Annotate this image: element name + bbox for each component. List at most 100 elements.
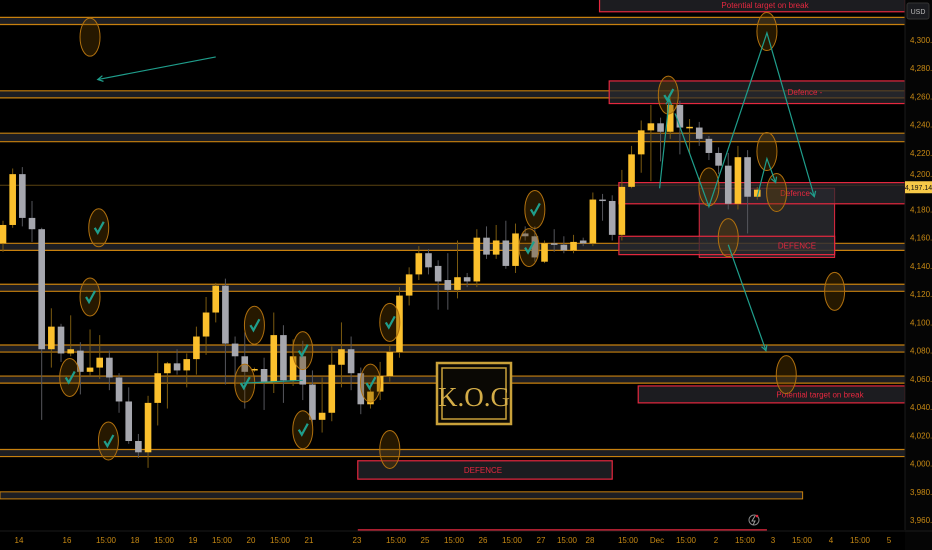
candle[interactable]	[492, 224, 500, 259]
candle[interactable]	[637, 120, 645, 173]
candle[interactable]	[570, 234, 577, 254]
candle[interactable]	[9, 168, 16, 228]
candle[interactable]	[753, 186, 761, 200]
candle[interactable]	[666, 96, 674, 139]
candle[interactable]	[405, 267, 413, 306]
candle[interactable]	[724, 152, 732, 210]
target-marker[interactable]	[775, 355, 797, 395]
checkmark-marker[interactable]	[524, 189, 546, 229]
candle[interactable]	[67, 315, 74, 357]
candle[interactable]	[347, 336, 355, 391]
candle[interactable]	[444, 253, 452, 310]
candle[interactable]	[502, 220, 510, 269]
projection-line[interactable]	[756, 156, 778, 197]
candle[interactable]	[463, 272, 471, 288]
candle[interactable]	[608, 195, 616, 241]
candle[interactable]	[541, 240, 548, 264]
candle[interactable]	[589, 192, 597, 247]
checkmark-marker[interactable]	[518, 228, 540, 268]
candle[interactable]	[647, 104, 655, 182]
checkmark-marker[interactable]	[79, 277, 101, 317]
target-marker[interactable]	[766, 172, 788, 212]
checkmark-marker[interactable]	[292, 410, 314, 450]
candle[interactable]	[28, 200, 36, 242]
candle[interactable]	[125, 387, 133, 444]
checkmark-marker[interactable]	[657, 75, 679, 115]
zone-box[interactable]: Potential target on break	[598, 0, 906, 13]
checkmark-marker[interactable]	[359, 363, 381, 403]
candle[interactable]	[560, 236, 568, 254]
candle[interactable]	[483, 226, 490, 259]
zone-box[interactable]: Defence	[618, 182, 906, 205]
checkmark-marker[interactable]	[59, 357, 81, 397]
zone-box[interactable]: Potential target on break	[637, 385, 906, 404]
candle[interactable]	[705, 136, 713, 161]
candle[interactable]	[328, 346, 336, 422]
zone-box[interactable]: DEFENCE	[357, 460, 613, 480]
candle[interactable]	[318, 377, 326, 433]
candle[interactable]	[550, 229, 558, 252]
candle[interactable]	[425, 248, 432, 275]
checkmark-marker[interactable]	[97, 421, 119, 461]
candle[interactable]	[135, 433, 142, 458]
projection-line[interactable]	[658, 98, 673, 189]
checkmark-marker[interactable]	[243, 305, 265, 345]
candle[interactable]	[454, 240, 461, 299]
candle[interactable]	[628, 145, 635, 189]
candle[interactable]	[222, 278, 229, 385]
candle[interactable]	[734, 145, 742, 210]
candle[interactable]	[270, 312, 278, 393]
candle[interactable]	[579, 237, 587, 247]
candle[interactable]	[280, 325, 287, 403]
zone-box[interactable]: DEFENCE	[618, 235, 836, 256]
candle[interactable]	[212, 282, 220, 323]
projection-line[interactable]	[727, 244, 768, 352]
candle[interactable]	[434, 260, 442, 310]
candle[interactable]	[173, 349, 181, 375]
candle[interactable]	[0, 220, 7, 252]
projection-line[interactable]	[242, 379, 303, 384]
candle[interactable]	[473, 229, 481, 288]
currency-button[interactable]	[906, 2, 930, 20]
tradingview-icon[interactable]	[748, 514, 760, 526]
candle[interactable]	[38, 227, 45, 420]
candle[interactable]	[686, 119, 693, 153]
candle[interactable]	[386, 344, 394, 382]
candle[interactable]	[154, 350, 162, 426]
candle[interactable]	[657, 117, 664, 162]
zone-box[interactable]: Defence -	[608, 80, 906, 105]
target-marker[interactable]	[717, 218, 739, 258]
candle[interactable]	[251, 367, 258, 372]
candle[interactable]	[512, 223, 519, 273]
target-marker[interactable]	[756, 132, 778, 172]
candle[interactable]	[744, 150, 751, 234]
price-axis[interactable]	[905, 0, 932, 550]
candle[interactable]	[86, 329, 94, 377]
candle[interactable]	[77, 342, 84, 395]
candle[interactable]	[695, 121, 703, 146]
candle[interactable]	[715, 147, 722, 175]
level-band[interactable]	[0, 16, 905, 26]
level-band[interactable]	[0, 283, 905, 292]
candle[interactable]	[19, 167, 26, 227]
candle[interactable]	[618, 169, 626, 241]
candle[interactable]	[202, 296, 210, 355]
candle[interactable]	[48, 308, 55, 368]
candle[interactable]	[164, 361, 171, 409]
projection-line[interactable]	[96, 56, 216, 82]
candle[interactable]	[367, 385, 374, 409]
checkmark-marker[interactable]	[292, 331, 314, 371]
candle[interactable]	[144, 395, 152, 468]
candle[interactable]	[415, 246, 423, 281]
checkmark-marker[interactable]	[88, 208, 110, 248]
candle[interactable]	[309, 370, 316, 426]
candle[interactable]	[599, 193, 606, 221]
target-marker[interactable]	[79, 17, 101, 57]
candle[interactable]	[106, 350, 113, 391]
candle[interactable]	[57, 323, 65, 362]
candle[interactable]	[299, 340, 307, 401]
candle[interactable]	[521, 226, 529, 241]
candle[interactable]	[338, 322, 345, 388]
projection-line[interactable]	[674, 30, 817, 209]
